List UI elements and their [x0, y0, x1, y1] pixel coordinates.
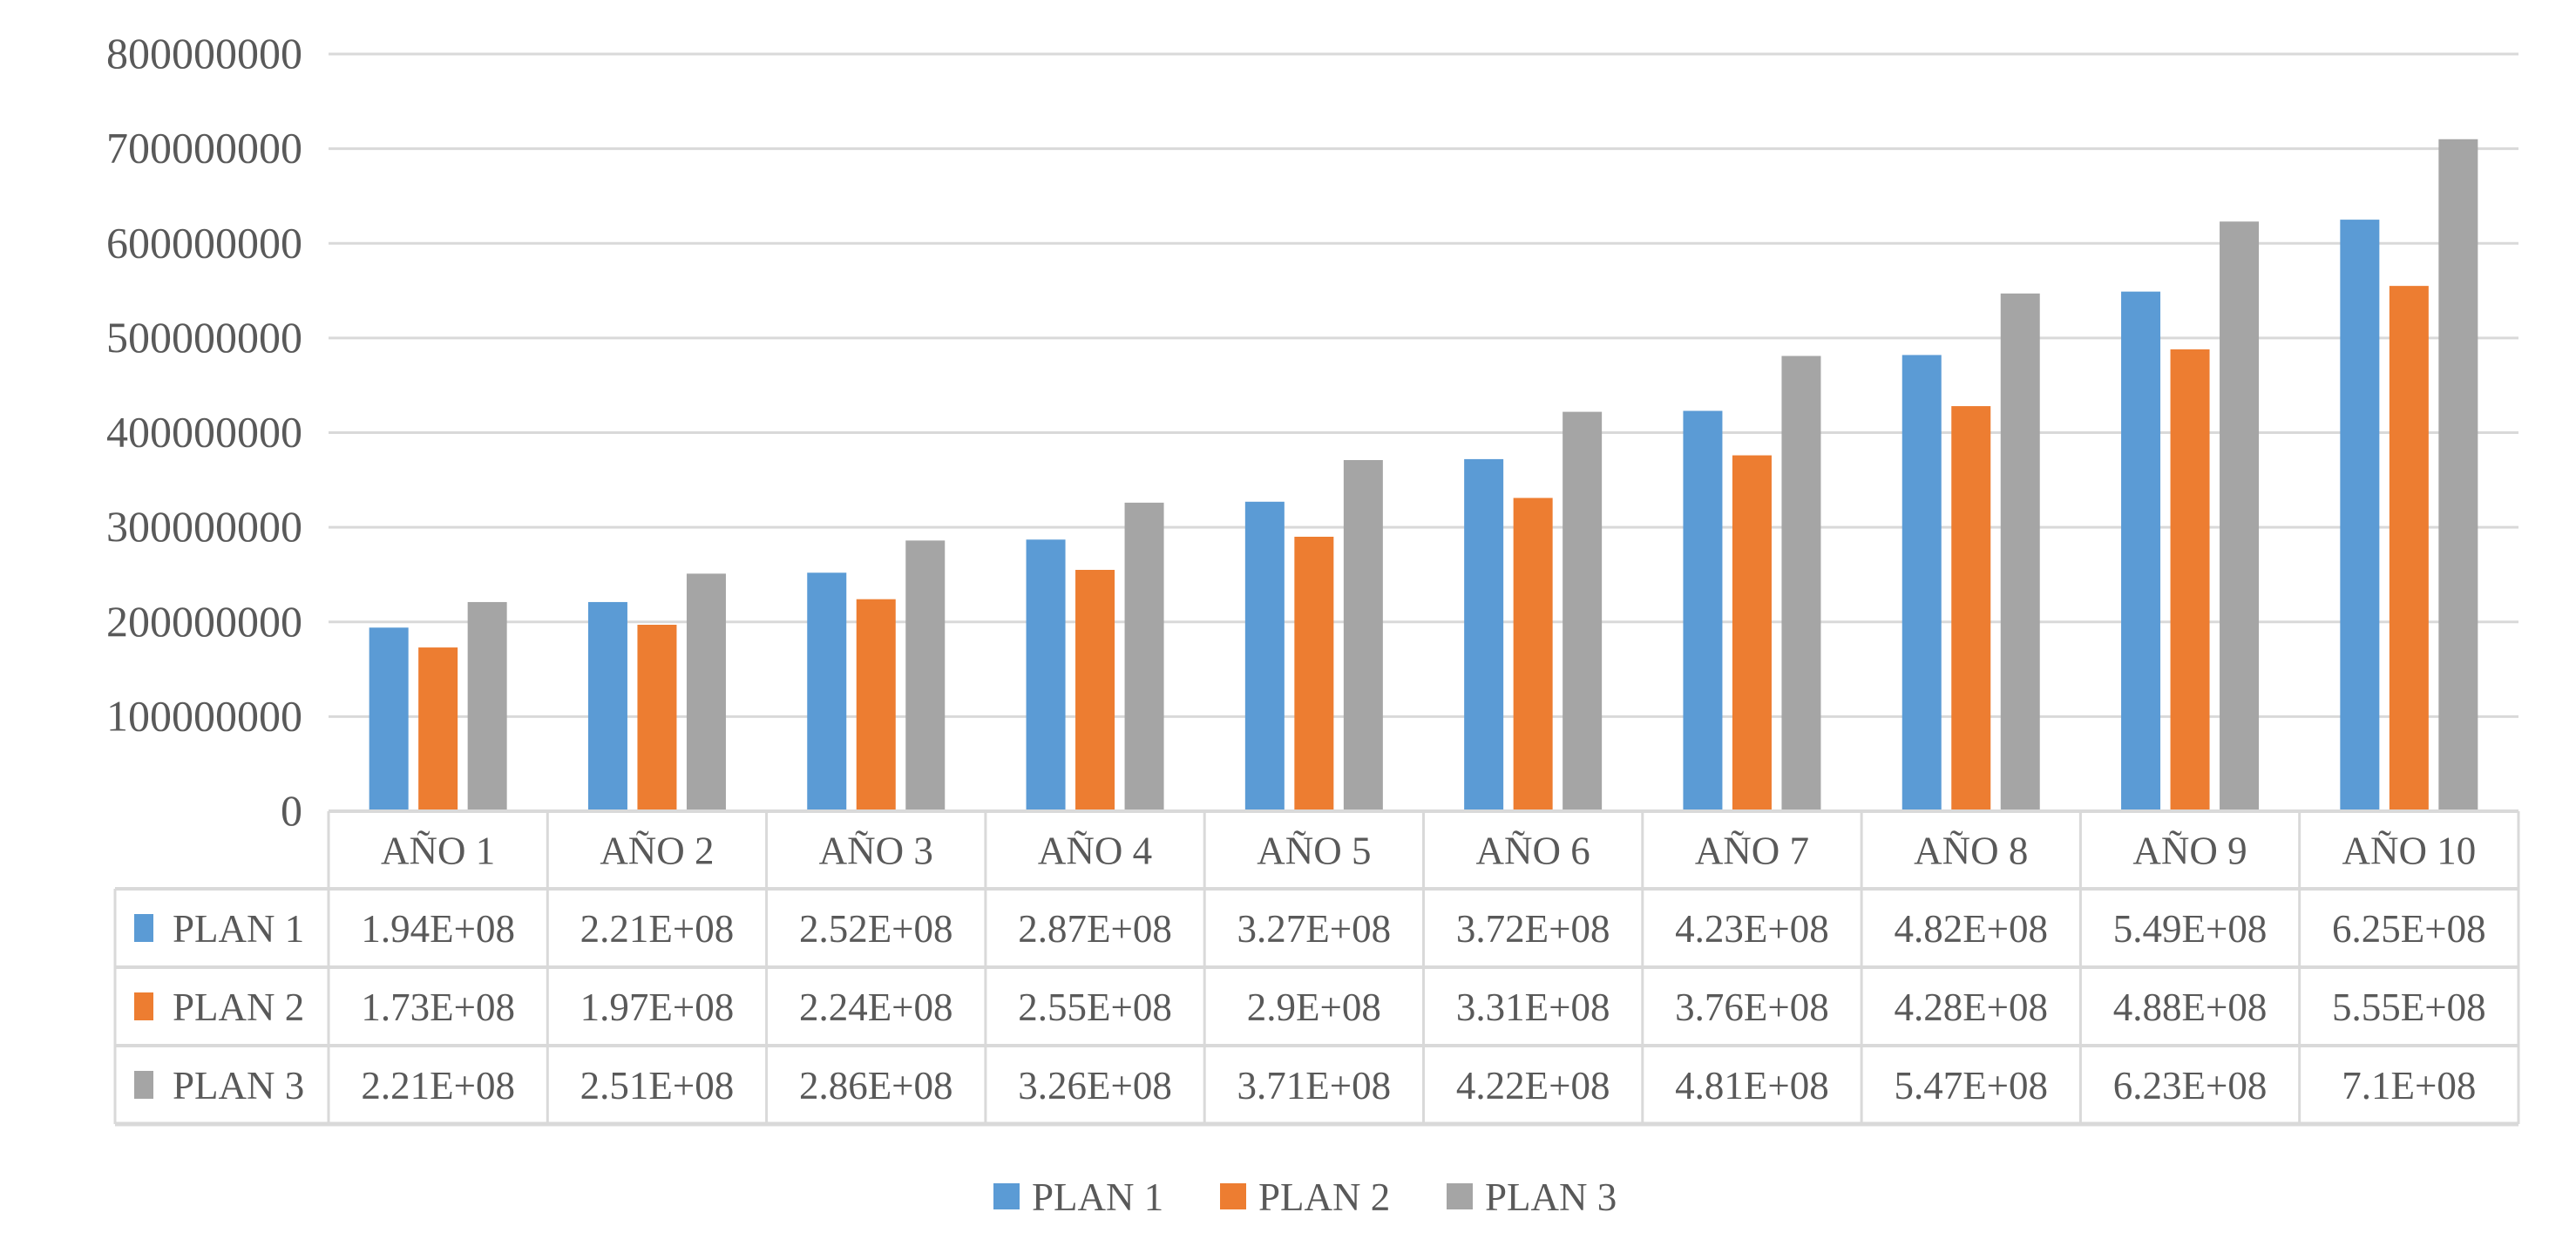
y-tick-label: 0	[281, 786, 302, 835]
table-cell-value: 3.27E+08	[1237, 907, 1392, 951]
bar-plan-3	[1563, 411, 1603, 811]
table-cell-value: 4.82E+08	[1894, 907, 2048, 951]
y-tick-label: 100000000	[106, 691, 302, 740]
bar-plan-1	[1026, 539, 1066, 811]
bar-plan-3	[2438, 139, 2478, 811]
series-row-label: PLAN 2	[173, 985, 304, 1029]
table-cell-value: 2.9E+08	[1247, 985, 1381, 1029]
table-cell-value: 2.52E+08	[799, 907, 953, 951]
y-tick-label: 800000000	[106, 29, 302, 78]
data-table: AÑO 1 AÑO 2 AÑO 3 AÑO 4 AÑO 5 AÑO 6 AÑO 7 AÑO 8…	[113, 809, 2520, 1127]
y-tick-label: 500000000	[106, 313, 302, 362]
table-cell-value: 3.26E+08	[1018, 1064, 1172, 1107]
series-color-key	[134, 914, 153, 942]
bars	[369, 139, 2478, 812]
bar-plan-2	[856, 599, 896, 811]
category-label: AÑO 7	[1695, 830, 1809, 873]
table-cell-value: 4.88E+08	[2113, 985, 2268, 1029]
table-cell-value: 3.71E+08	[1237, 1064, 1392, 1107]
table-cell-value: 2.21E+08	[361, 1064, 515, 1107]
bar-plan-3	[2220, 221, 2260, 812]
y-tick-label: 400000000	[106, 408, 302, 457]
bar-plan-2	[418, 647, 458, 811]
series-color-key	[134, 992, 153, 1020]
bar-plan-3	[2000, 293, 2040, 811]
table-cell-value: 5.47E+08	[1894, 1064, 2048, 1107]
table-cell-value: 3.76E+08	[1675, 985, 1829, 1029]
bar-plan-2	[2170, 349, 2210, 811]
series-color-key	[134, 1071, 153, 1099]
category-label: AÑO 3	[819, 830, 933, 873]
bar-plan-1	[1901, 355, 1942, 811]
bar-plan-2	[1513, 498, 1553, 811]
bar-plan-3	[905, 540, 946, 811]
category-label: AÑO 6	[1476, 830, 1590, 873]
legend-swatch	[1447, 1183, 1473, 1209]
bar-plan-3	[467, 601, 507, 811]
bar-plan-1	[587, 601, 627, 811]
table-cell-value: 3.31E+08	[1456, 985, 1610, 1029]
y-tick-label: 200000000	[106, 597, 302, 646]
category-label: AÑO 5	[1257, 830, 1371, 873]
table-cell-value: 2.24E+08	[799, 985, 953, 1029]
table-cell-value: 2.55E+08	[1018, 985, 1172, 1029]
series-row-label: PLAN 3	[173, 1064, 304, 1107]
bar-plan-1	[369, 627, 409, 811]
bar-plan-3	[1781, 356, 1821, 811]
y-tick-label: 700000000	[106, 124, 302, 173]
table-cell-value: 2.86E+08	[799, 1064, 953, 1107]
legend-swatch	[993, 1183, 1020, 1209]
table-cell-value: 7.1E+08	[2342, 1064, 2476, 1107]
table-cell-value: 6.23E+08	[2113, 1064, 2268, 1107]
y-tick-label: 600000000	[106, 218, 302, 267]
bar-plan-1	[807, 572, 847, 811]
category-label: AÑO 8	[1914, 830, 2028, 873]
table-cell-value: 4.23E+08	[1675, 907, 1829, 951]
table-cell-value: 2.51E+08	[580, 1064, 735, 1107]
table-cell-value: 2.87E+08	[1018, 907, 1172, 951]
table-cell-value: 5.49E+08	[2113, 907, 2268, 951]
y-tick-label: 300000000	[106, 502, 302, 551]
legend-swatch	[1220, 1183, 1246, 1209]
bar-plan-2	[2389, 286, 2429, 812]
bar-plan-2	[1951, 406, 1991, 811]
y-axis-tick-labels: 0 100000000 200000000 300000000 400000000 500…	[106, 29, 302, 835]
category-label: AÑO 10	[2342, 830, 2476, 873]
legend-label: PLAN 3	[1485, 1175, 1617, 1219]
table-cell-value: 4.22E+08	[1456, 1064, 1610, 1107]
bar-plan-2	[1075, 570, 1115, 811]
bar-plan-3	[1124, 502, 1164, 811]
category-label: AÑO 9	[2132, 830, 2247, 873]
table-cell-value: 1.94E+08	[361, 907, 515, 951]
legend-label: PLAN 1	[1032, 1175, 1163, 1219]
bar-plan-2	[637, 625, 677, 811]
table-cell-value: 1.97E+08	[580, 985, 735, 1029]
bar-plan-3	[686, 573, 726, 811]
table-cell-value: 1.73E+08	[361, 985, 515, 1029]
category-label: AÑO 1	[381, 830, 495, 873]
bar-plan-1	[1464, 458, 1504, 811]
bar-plan-1	[2340, 220, 2380, 811]
table-cell-value: 4.81E+08	[1675, 1064, 1829, 1107]
legend-label: PLAN 2	[1258, 1175, 1390, 1219]
bar-plan-2	[1294, 536, 1334, 811]
bar-plan-1	[1244, 501, 1285, 811]
table-cell-value: 3.72E+08	[1456, 907, 1610, 951]
series-row-label: PLAN 1	[173, 907, 304, 951]
table-cell-value: 4.28E+08	[1894, 985, 2048, 1029]
category-label: AÑO 2	[600, 830, 714, 873]
category-label: AÑO 4	[1038, 830, 1152, 873]
table-cell-value: 2.21E+08	[580, 907, 735, 951]
bar-plan-3	[1343, 460, 1383, 811]
bar-plan-1	[1683, 410, 1723, 811]
table-cell-value: 5.55E+08	[2332, 985, 2486, 1029]
bar-plan-2	[1732, 455, 1772, 811]
legend: PLAN 1 PLAN 2 PLAN 3	[993, 1175, 1617, 1219]
table-cell-value: 6.25E+08	[2332, 907, 2486, 951]
bar-plan-1	[2121, 291, 2161, 811]
